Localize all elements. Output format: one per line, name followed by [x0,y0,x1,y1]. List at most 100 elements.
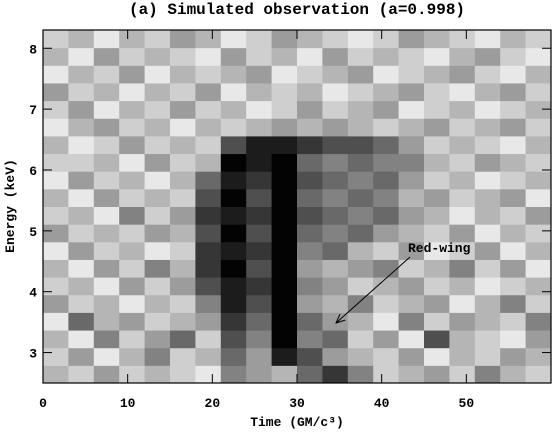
heat-cell [398,82,425,102]
y-axis-label: Energy (keV) [3,159,18,253]
heat-cell [246,47,273,66]
heat-cell [43,118,69,137]
heat-cell [43,82,69,102]
heat-cell [43,241,69,260]
heat-cell [398,206,425,225]
heat-cell [474,82,501,102]
heat-cell [271,206,298,225]
heat-cell [43,312,69,331]
heat-cell [195,294,222,313]
heat-cell [246,30,273,49]
heat-cell [297,294,323,313]
heat-cell [246,206,273,225]
heat-cell [271,100,298,119]
heat-cell [170,171,196,190]
heat-cell [271,365,298,384]
heat-cell [170,277,196,296]
heat-cell [373,118,400,137]
heat-cell [449,365,476,384]
heat-cell [322,118,349,137]
heatmap-cells [43,30,552,384]
heat-cell [93,347,120,366]
heat-cell [271,347,298,366]
heat-cell [449,118,476,137]
heat-cell [119,365,146,384]
heat-cell [220,153,247,172]
heat-cell [449,153,476,172]
heat-cell [271,171,298,190]
heat-cell [68,153,95,172]
heat-cell [93,82,120,102]
heat-cell [424,206,450,225]
heat-cell [322,259,349,278]
heat-cell [271,188,298,207]
heat-cell [68,365,95,384]
heat-cell [195,277,222,296]
heat-cell [525,241,552,260]
heat-cell [297,277,323,296]
heat-cell [43,224,69,243]
heat-cell [246,82,273,102]
heat-cell [373,30,400,49]
heat-cell [525,188,552,207]
heat-cell [449,100,476,119]
heat-cell [500,118,527,137]
heat-cell [271,118,298,137]
heat-cell [297,259,323,278]
heat-cell [322,47,349,66]
heat-cell [119,206,146,225]
heat-cell [297,118,323,137]
heat-cell [398,330,425,349]
heat-cell [347,312,374,331]
heat-cell [220,241,247,260]
heat-cell [474,153,501,172]
heat-cell [144,100,171,119]
heat-cell [500,153,527,172]
heat-cell [373,241,400,260]
heat-cell [119,347,146,366]
heat-cell [170,65,196,84]
heat-cell [144,82,171,102]
heat-cell [68,277,95,296]
heat-cell [144,224,171,243]
heat-cell [500,224,527,243]
heat-cell [500,259,527,278]
heat-cell [347,47,374,66]
heat-cell [144,241,171,260]
heat-cell [195,153,222,172]
heat-cell [119,82,146,102]
heat-cell [43,259,69,278]
heat-cell [68,206,95,225]
heat-cell [144,330,171,349]
heat-cell [322,135,349,155]
heat-cell [220,259,247,278]
heat-cell [398,171,425,190]
heat-cell [195,118,222,137]
heat-cell [449,312,476,331]
heat-cell [424,188,450,207]
heat-cell [297,347,323,366]
heat-cell [144,259,171,278]
heat-cell [195,65,222,84]
heat-cell [525,65,552,84]
heat-cell [220,294,247,313]
heat-cell [525,82,552,102]
heat-cell [347,118,374,137]
heat-cell [43,47,69,66]
heat-cell [424,294,450,313]
heat-cell [449,277,476,296]
heat-cell [119,100,146,119]
heat-cell [68,241,95,260]
heat-cell [322,224,349,243]
heat-cell [43,347,69,366]
heat-cell [68,188,95,207]
heat-cell [347,241,374,260]
heat-cell [144,347,171,366]
heat-cell [474,47,501,66]
heat-cell [170,153,196,172]
heat-cell [144,365,171,384]
heat-cell [170,365,196,384]
heat-cell [373,277,400,296]
heat-cell [271,82,298,102]
heat-cell [220,171,247,190]
